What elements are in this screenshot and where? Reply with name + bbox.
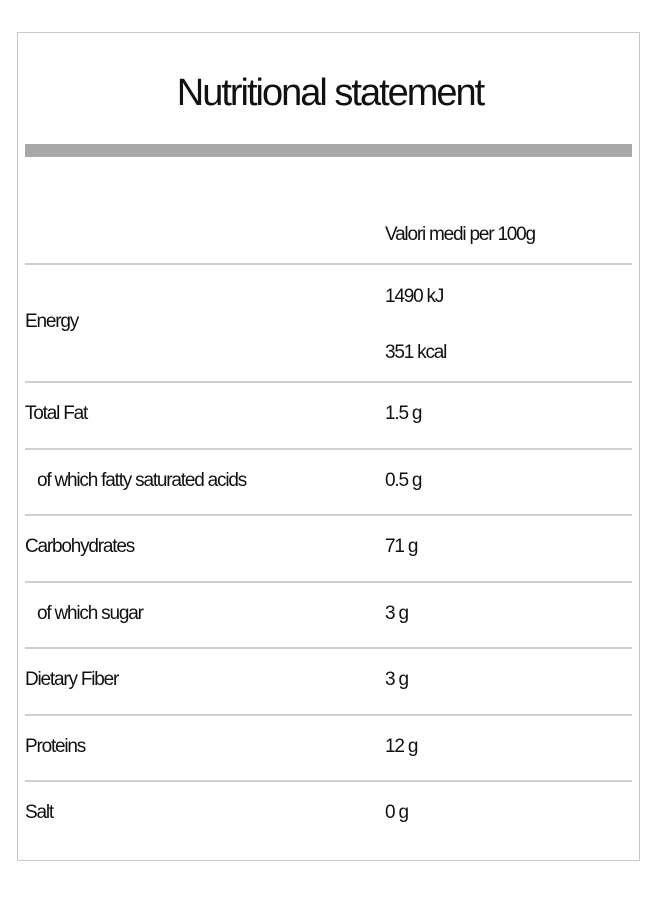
row-divider <box>25 713 632 716</box>
row-value: 351 kcal <box>385 342 447 363</box>
row-value: 3 g <box>385 669 409 691</box>
row-label: Dietary Fiber <box>25 669 119 691</box>
row-value: 1490 kJ <box>385 286 444 307</box>
row-label: Total Fat <box>25 403 88 425</box>
column-header: Valori medi per 100g <box>385 224 536 245</box>
row-divider <box>25 780 632 782</box>
row-label: Energy <box>25 311 79 332</box>
row-value: 3 g <box>385 602 409 624</box>
row-label: Salt <box>25 802 54 824</box>
row-value: 0 g <box>385 802 409 824</box>
row-value: 0.5 g <box>385 469 422 491</box>
title: Nutritional statement <box>176 72 486 114</box>
row-divider <box>25 647 632 649</box>
title-bar <box>25 144 632 157</box>
row-label: Carbohydrates <box>25 536 135 558</box>
row-value: 12 g <box>385 735 418 757</box>
row-label: of which fatty saturated acids <box>37 469 247 491</box>
row-value: 71 g <box>385 536 418 558</box>
row-value: 1.5 g <box>385 403 422 425</box>
row-divider <box>25 514 632 516</box>
row-label: of which sugar <box>37 602 144 624</box>
row-divider <box>25 580 632 583</box>
table-frame <box>17 32 640 861</box>
row-label: Proteins <box>25 735 86 757</box>
row-divider <box>25 263 632 265</box>
row-divider <box>25 447 632 450</box>
row-divider <box>25 381 632 383</box>
